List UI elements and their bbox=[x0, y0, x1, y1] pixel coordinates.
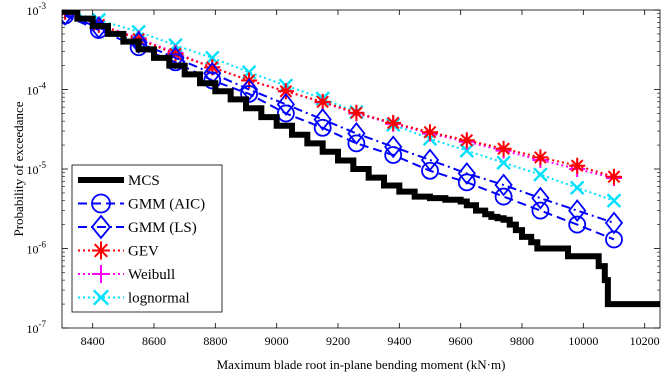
legend-marker bbox=[92, 241, 110, 260]
x-tick-label: 10000 bbox=[568, 334, 598, 348]
data-point bbox=[531, 186, 550, 210]
data-point bbox=[494, 173, 513, 197]
y-tick-label: 10-4 bbox=[27, 81, 47, 98]
data-point bbox=[495, 140, 512, 157]
y-tick-label: 10-5 bbox=[27, 160, 47, 177]
legend-entry: MCS bbox=[78, 173, 160, 189]
series-mcs bbox=[62, 10, 660, 308]
data-point bbox=[385, 114, 402, 131]
y-tick-label: 10-3 bbox=[27, 1, 47, 18]
data-point bbox=[457, 161, 476, 185]
data-point bbox=[313, 118, 332, 137]
data-point bbox=[422, 124, 438, 141]
x-tick-label: 9400 bbox=[387, 334, 411, 348]
legend-box bbox=[71, 164, 223, 313]
axis-layer: 8400 8600 8800 9000 9200 9400 9600 9800 10000 102… bbox=[27, 1, 660, 348]
data-point bbox=[277, 83, 294, 100]
data-point bbox=[276, 104, 295, 123]
legend-label: MCS bbox=[128, 173, 160, 189]
x-tick-label: 9000 bbox=[265, 334, 289, 348]
data-point bbox=[347, 122, 366, 145]
series-line bbox=[62, 10, 660, 308]
x-tick-label: 9600 bbox=[449, 334, 473, 348]
data-point bbox=[457, 173, 476, 192]
y-tick-label: 10-7 bbox=[27, 319, 47, 336]
data-point bbox=[384, 135, 403, 159]
data-point bbox=[348, 104, 365, 121]
x-tick-label: 8600 bbox=[142, 334, 166, 348]
x-tick-label: 10200 bbox=[630, 334, 660, 348]
data-point bbox=[313, 108, 332, 131]
data-point bbox=[532, 149, 549, 166]
data-point bbox=[606, 193, 622, 208]
data-point bbox=[458, 132, 475, 149]
legend-entry: GMM (AIC) bbox=[78, 193, 205, 214]
data-point bbox=[240, 85, 258, 103]
data-point bbox=[569, 157, 586, 174]
legend-marker bbox=[92, 265, 110, 283]
legend-label: GMM (LS) bbox=[128, 220, 197, 236]
legend-label: GEV bbox=[128, 244, 159, 260]
legend-entry: GMM (LS) bbox=[78, 214, 197, 240]
data-point bbox=[605, 230, 623, 249]
legend-label: GMM (AIC) bbox=[128, 197, 205, 213]
legend-marker bbox=[90, 214, 112, 240]
data-point bbox=[421, 161, 439, 180]
data-point bbox=[384, 146, 403, 164]
data-point bbox=[494, 187, 513, 206]
x-tick-label: 9200 bbox=[326, 334, 350, 348]
data-point bbox=[604, 211, 624, 235]
data-point bbox=[204, 59, 221, 76]
data-point bbox=[496, 155, 511, 170]
data-point bbox=[568, 199, 587, 223]
data-point bbox=[606, 168, 622, 185]
data-point bbox=[314, 93, 331, 110]
data-point bbox=[459, 143, 475, 158]
series-line bbox=[64, 10, 615, 178]
legend-entry: lognormal bbox=[78, 289, 190, 307]
x-tick-label: 9800 bbox=[510, 334, 534, 348]
legend-marker bbox=[92, 289, 110, 306]
series-line bbox=[64, 14, 615, 241]
data-point bbox=[568, 215, 587, 234]
x-axis-label: Maximum blade root in-plane bending mome… bbox=[217, 357, 506, 372]
series-layer bbox=[62, 10, 660, 308]
legend-label: Weibull bbox=[128, 267, 175, 283]
legend-entry: GEV bbox=[78, 241, 159, 260]
series-line bbox=[64, 10, 615, 202]
data-point bbox=[533, 167, 548, 182]
data-point bbox=[239, 78, 259, 101]
legend-marker bbox=[91, 193, 111, 214]
legend-label: lognormal bbox=[128, 291, 190, 307]
data-point bbox=[62, 10, 74, 25]
series-gmm-aic bbox=[62, 10, 623, 249]
data-point bbox=[531, 201, 550, 220]
y-axis-label: Probability of exceedance bbox=[11, 101, 26, 236]
legend: MCS GMM (AIC) GMM (LS) GEV Weibull lognormal bbox=[71, 164, 223, 313]
series-line bbox=[64, 13, 615, 224]
legend-entry: Weibull bbox=[78, 265, 175, 283]
x-tick-label: 8400 bbox=[81, 334, 105, 348]
x-tick-label: 8800 bbox=[203, 334, 227, 348]
y-tick-label: 10-6 bbox=[27, 240, 47, 257]
data-point bbox=[347, 134, 366, 153]
data-point bbox=[569, 180, 585, 196]
